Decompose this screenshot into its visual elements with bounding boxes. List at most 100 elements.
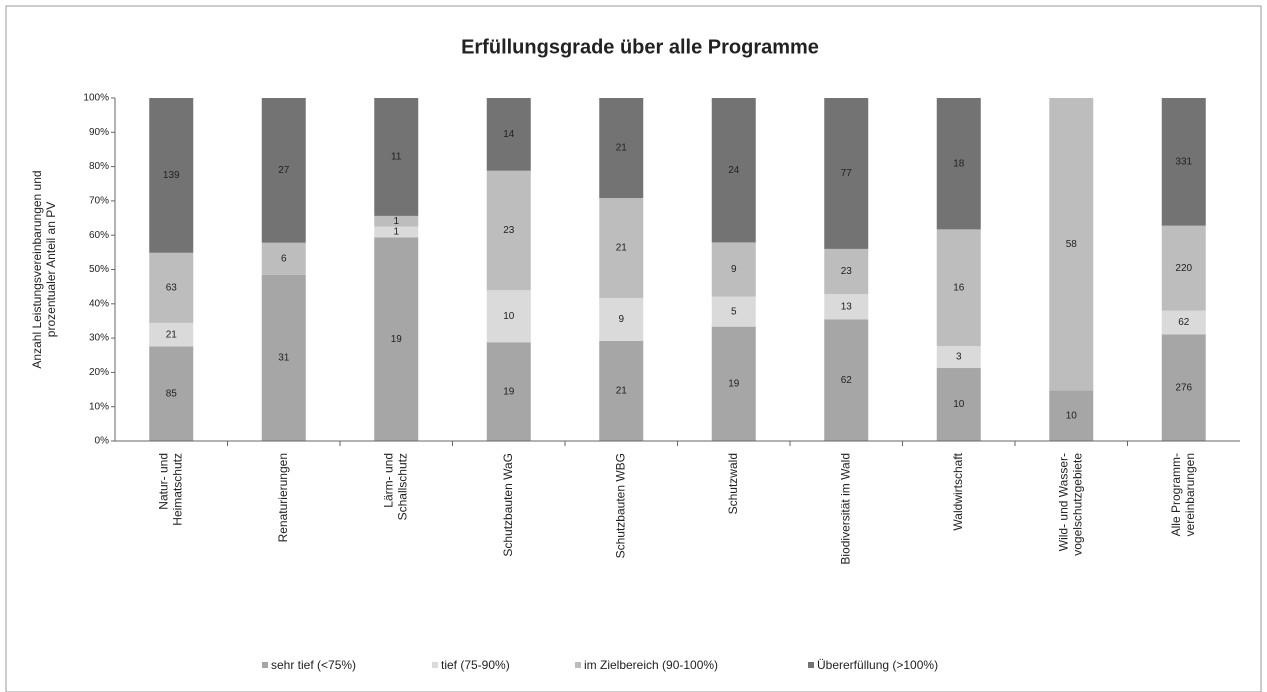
data-label: 9 [618,314,624,325]
data-label: 1 [393,216,399,227]
data-label: 276 [1175,382,1192,393]
data-label: 10 [953,399,965,410]
bar-segment [1049,390,1094,441]
x-tick-label: Alle Programm- [1169,453,1183,536]
data-label: 10 [503,311,515,322]
data-label: 6 [281,253,287,264]
legend-label: tief (75-90%) [441,658,510,672]
legend-swatch [262,662,268,668]
x-tick-label: Schutzbauten WBG [613,453,627,558]
data-label: 14 [503,129,515,140]
y-tick-label: 60% [89,230,109,241]
x-tick-label: Heimatschutz [170,453,184,526]
y-tick-label: 100% [83,93,109,104]
y-tick-label: 30% [89,333,109,344]
bar-segment [599,198,644,299]
bar-segment [374,237,419,441]
legend-swatch [808,662,814,668]
y-tick-label: 0% [95,436,110,447]
bar-segment [599,340,644,441]
bar-segment [374,98,419,216]
bar-segment [1161,98,1206,226]
bar-segment [149,252,194,323]
data-label: 3 [956,352,962,363]
x-tick-label: Natur- und [156,453,170,510]
data-label: 19 [728,378,740,389]
chart-title: Erfüllungsgrade über alle Programme [461,36,819,58]
bar-segment [486,98,531,171]
data-label: 63 [166,283,178,294]
bar-segment [374,215,419,227]
data-label: 21 [616,243,628,254]
bar-segment [824,98,869,249]
bar-segment [261,242,306,275]
x-tick-label: Waldwirtschaft [951,452,965,530]
bar-segment [261,98,306,243]
y-tick-label: 40% [89,298,109,309]
data-label: 21 [616,386,628,397]
data-label: 16 [953,282,965,293]
x-tick-label: vereinbarungen [1183,453,1197,536]
y-tick-label: 80% [89,161,109,172]
bar-segment [1161,310,1206,335]
data-label: 18 [953,158,965,169]
legend-swatch [575,662,581,668]
x-tick-label: vogelschutzgebiete [1070,453,1084,556]
bar-segment [936,229,981,347]
data-label: 31 [278,353,290,364]
bar-segment [824,294,869,320]
data-label: 27 [278,165,290,176]
data-label: 62 [1178,317,1190,328]
bar-segment [711,98,756,243]
x-tick-label: Wild- und Wasser- [1056,453,1070,551]
bar-segment [261,274,306,441]
data-label: 1 [393,227,399,238]
x-tick-label: Schallschutz [395,453,409,520]
x-tick-label: Schutzwald [726,453,740,514]
y-tick-label: 10% [89,401,109,412]
y-tick-label: 20% [89,367,109,378]
y-tick-label: 50% [89,264,109,275]
bar-segment [486,290,531,343]
bar-segment [149,346,194,441]
x-tick-label: Schutzbauten WaG [501,453,515,557]
data-label: 139 [163,170,180,181]
legend-label: sehr tief (<75%) [271,658,356,672]
bar-segment [486,342,531,441]
data-label: 331 [1175,156,1192,167]
bar-segment [936,98,981,230]
data-label: 19 [391,334,403,345]
bar-segment [1161,334,1206,441]
bar-segment [824,248,869,294]
y-tick-label: 70% [89,196,109,207]
bar-segment [1161,225,1206,311]
bar-segment [149,98,194,253]
bar-segment [599,98,644,199]
bar-segment [149,322,194,347]
y-tick-label: 90% [89,127,109,138]
data-label: 58 [1066,239,1078,250]
bar-segment [374,226,419,238]
data-label: 19 [503,386,515,397]
x-tick-label: Renaturierungen [276,453,290,542]
data-label: 23 [841,266,853,277]
bar-segment [1049,98,1094,391]
data-label: 77 [841,168,853,179]
x-tick-label: Biodiversität im Wald [838,453,852,565]
bar-segment [936,346,981,369]
data-label: 13 [841,301,853,312]
bar-segment [711,242,756,297]
bar-segment [599,298,644,341]
bar-segment [936,368,981,441]
data-label: 23 [503,225,515,236]
x-tick-label: Lärm- und [381,453,395,508]
y-axis-label: Anzahl Leistungsvereinbarungen und [30,170,44,368]
data-label: 5 [731,306,737,317]
data-label: 220 [1175,263,1192,274]
legend-swatch [432,662,438,668]
legend-label: Übererfüllung (>100%) [817,658,938,672]
data-label: 10 [1066,410,1078,421]
data-label: 21 [166,329,178,340]
data-label: 9 [731,264,737,275]
